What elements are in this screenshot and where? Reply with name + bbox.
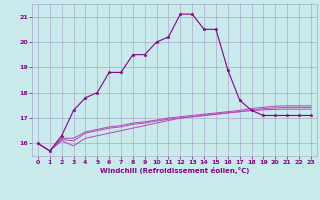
X-axis label: Windchill (Refroidissement éolien,°C): Windchill (Refroidissement éolien,°C) [100,167,249,174]
